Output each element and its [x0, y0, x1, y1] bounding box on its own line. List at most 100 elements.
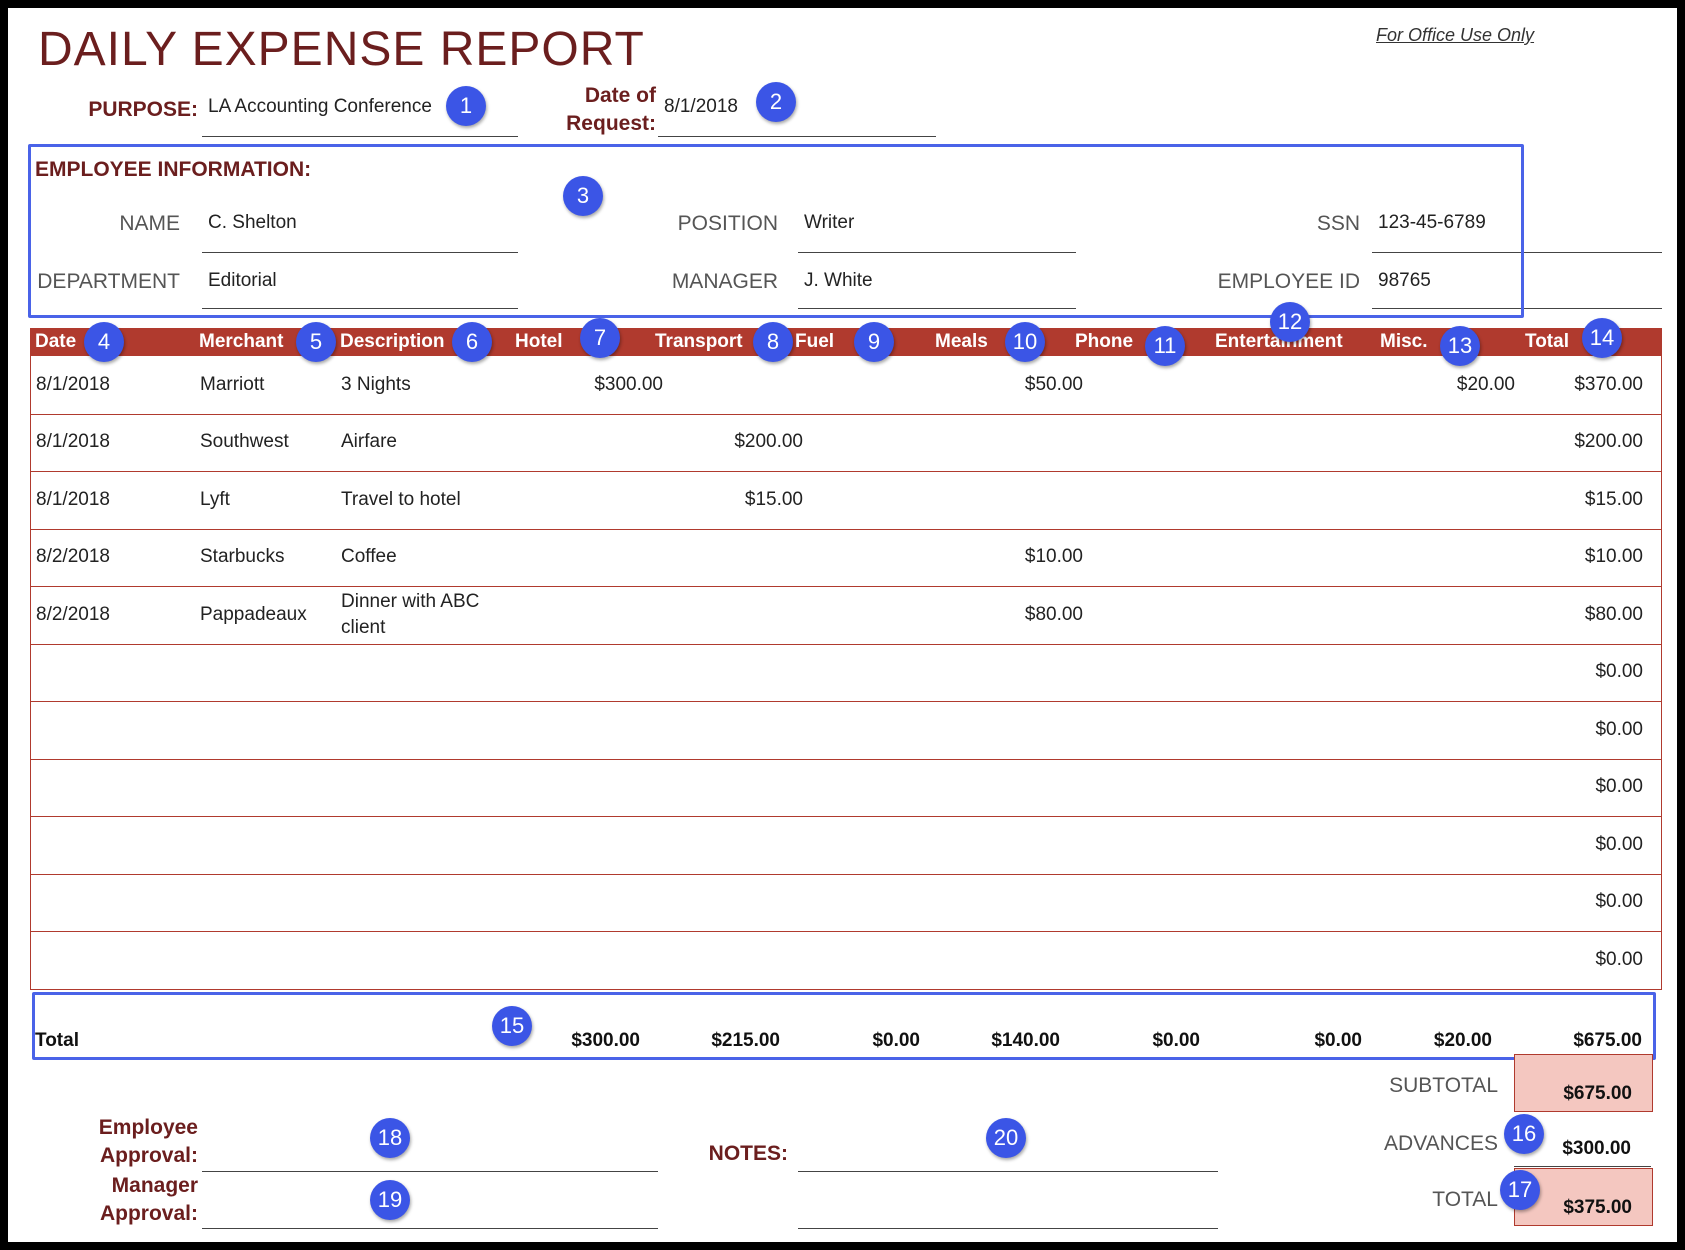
notes-line-2[interactable]	[798, 1228, 1218, 1229]
callout-badge-6: 6	[452, 322, 492, 362]
employee-approval-label-1: Employee	[98, 1116, 198, 1139]
cell-total[interactable]: $0.00	[1595, 776, 1643, 798]
position-label: POSITION	[677, 212, 778, 235]
date-label-line1: Date of	[584, 84, 656, 107]
notes-line-1[interactable]	[798, 1171, 1218, 1172]
cell-meals[interactable]: $80.00	[1024, 603, 1083, 625]
cell-description[interactable]: Airfare	[341, 431, 397, 453]
cell-description[interactable]: Coffee	[341, 546, 397, 568]
ssn-label: SSN	[1316, 212, 1360, 235]
cell-description[interactable]: Travel to hotel	[341, 488, 461, 510]
totals-meals: $140.00	[991, 1030, 1060, 1051]
ssn-underline	[1372, 252, 1662, 253]
callout-badge-17: 17	[1500, 1170, 1540, 1210]
cell-total[interactable]: $0.00	[1595, 833, 1643, 855]
cell-meals[interactable]: $50.00	[1024, 373, 1083, 395]
header-total: Total	[1525, 331, 1569, 352]
office-use-note: For Office Use Only	[1376, 25, 1535, 45]
cell-transport[interactable]: $200.00	[734, 431, 803, 453]
date-of-request-value[interactable]: 8/1/2018	[664, 96, 738, 117]
cell-date[interactable]: 8/1/2018	[36, 431, 110, 453]
table-row: 8/1/2018 Southwest Airfare $200.00 $200.00	[30, 413, 1662, 472]
table-row: $0.00	[30, 873, 1662, 932]
cell-total[interactable]: $10.00	[1584, 546, 1643, 568]
callout-badge-15: 15	[492, 1006, 532, 1046]
callout-badge-1: 1	[446, 86, 486, 126]
table-row: 8/2/2018 Pappadeaux Dinner with ABC client…	[30, 586, 1662, 645]
advances-box[interactable]: $300.00	[1514, 1110, 1651, 1167]
callout-badge-11: 11	[1145, 326, 1185, 366]
date-label-line2: Request:	[566, 112, 656, 135]
employee-approval-line[interactable]	[202, 1171, 658, 1172]
header-fuel: Fuel	[795, 331, 835, 352]
department-value[interactable]: Editorial	[208, 270, 277, 291]
cell-merchant[interactable]: Southwest	[200, 431, 289, 453]
cell-date[interactable]: 8/2/2018	[36, 546, 110, 568]
subtotal-label: SUBTOTAL	[1389, 1074, 1498, 1097]
table-header-row: Date Merchant Description Hotel Transpor…	[30, 328, 1662, 356]
cell-date[interactable]: 8/1/2018	[36, 488, 110, 510]
department-label: DEPARTMENT	[37, 270, 180, 293]
employee-id-value[interactable]: 98765	[1378, 270, 1431, 291]
cell-merchant[interactable]: Marriott	[200, 373, 265, 395]
totals-highlight	[32, 992, 1656, 1060]
cell-meals[interactable]: $10.00	[1024, 546, 1083, 568]
table-row: $0.00	[30, 816, 1662, 875]
cell-total[interactable]: $0.00	[1595, 718, 1643, 740]
cell-total[interactable]: $0.00	[1595, 948, 1643, 970]
callout-badge-4: 4	[84, 322, 124, 362]
advances-value: $300.00	[1562, 1138, 1631, 1159]
cell-date[interactable]: 8/2/2018	[36, 603, 110, 625]
header-meals: Meals	[935, 331, 988, 352]
callout-badge-2: 2	[756, 82, 796, 122]
totals-total: $675.00	[1573, 1030, 1642, 1051]
manager-value[interactable]: J. White	[804, 270, 873, 291]
cell-misc[interactable]: $20.00	[1456, 373, 1515, 395]
callout-badge-8: 8	[753, 322, 793, 362]
cell-total[interactable]: $0.00	[1595, 661, 1643, 683]
department-underline	[202, 308, 518, 309]
cell-merchant[interactable]: Pappadeaux	[200, 603, 307, 625]
date-underline	[658, 136, 936, 137]
purpose-label: PURPOSE:	[88, 98, 198, 121]
cell-total[interactable]: $370.00	[1574, 373, 1643, 395]
report-title: DAILY EXPENSE REPORT	[38, 23, 645, 76]
advances-label[interactable]: ADVANCES	[1384, 1132, 1498, 1155]
cell-total[interactable]: $200.00	[1574, 431, 1643, 453]
table-row: $0.00	[30, 931, 1662, 990]
expense-report-sheet: DAILY EXPENSE REPORT For Office Use Only…	[8, 8, 1677, 1242]
callout-badge-5: 5	[296, 322, 336, 362]
manager-label: MANAGER	[671, 270, 778, 293]
cell-hotel[interactable]: $300.00	[594, 373, 663, 395]
ssn-value[interactable]: 123-45-6789	[1378, 212, 1486, 233]
callout-badge-16: 16	[1504, 1114, 1544, 1154]
cell-description[interactable]: 3 Nights	[341, 373, 411, 395]
name-value[interactable]: C. Shelton	[208, 212, 297, 233]
table-row: $0.00	[30, 701, 1662, 760]
header-entertainment: Entertainment	[1215, 331, 1343, 352]
employee-approval-label-2: Approval:	[99, 1144, 198, 1167]
callout-badge-20: 20	[986, 1118, 1026, 1158]
purpose-underline	[202, 136, 518, 137]
cell-merchant[interactable]: Starbucks	[200, 546, 285, 568]
cell-merchant[interactable]: Lyft	[200, 488, 230, 510]
header-description: Description	[340, 331, 445, 352]
table-row: $0.00	[30, 643, 1662, 702]
callout-badge-12: 12	[1270, 302, 1310, 342]
cell-date[interactable]: 8/1/2018	[36, 373, 110, 395]
cell-total[interactable]: $15.00	[1584, 488, 1643, 510]
manager-approval-line[interactable]	[202, 1228, 658, 1229]
name-label: NAME	[119, 212, 180, 235]
totals-label: Total	[35, 1030, 79, 1051]
employee-id-underline	[1372, 308, 1662, 309]
cell-total[interactable]: $80.00	[1584, 603, 1643, 625]
purpose-value[interactable]: LA Accounting Conference	[208, 96, 432, 117]
position-value[interactable]: Writer	[804, 212, 855, 233]
cell-description[interactable]: Dinner with ABC client	[341, 590, 480, 638]
cell-transport[interactable]: $15.00	[744, 488, 803, 510]
callout-badge-9: 9	[854, 322, 894, 362]
subtotal-box: $675.00	[1514, 1054, 1653, 1112]
employee-info-highlight	[28, 144, 1524, 318]
cell-total[interactable]: $0.00	[1595, 891, 1643, 913]
header-phone: Phone	[1075, 331, 1134, 352]
